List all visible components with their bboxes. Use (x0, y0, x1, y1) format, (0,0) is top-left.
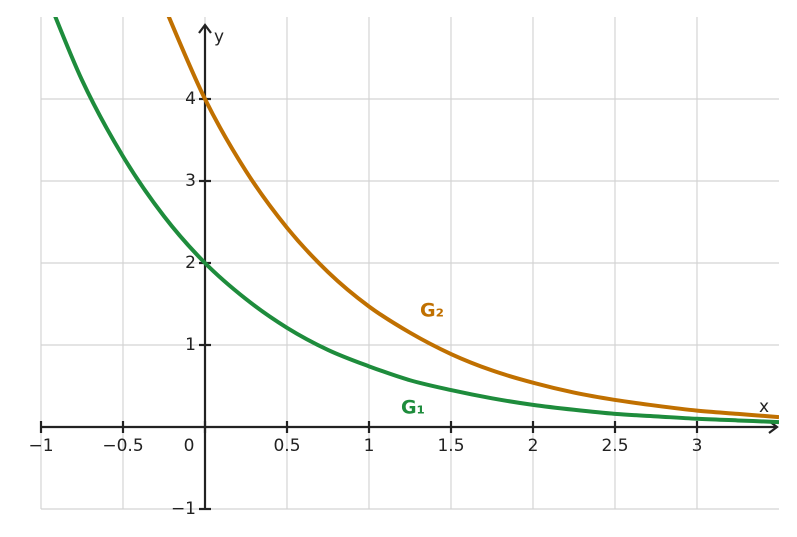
y-tick-label: 1 (185, 335, 196, 355)
x-tick-label: 1 (364, 436, 375, 456)
curve (166, 17, 779, 420)
curve (53, 17, 779, 425)
x-tick-label: 3 (692, 436, 703, 456)
plot-area (53, 17, 779, 425)
curve-label: G₂ (420, 300, 444, 322)
x-axis-label: x (759, 397, 769, 417)
x-tick-label: 2 (528, 436, 539, 456)
x-tick-label: 0 (184, 436, 195, 456)
y-tick-label: −1 (171, 499, 196, 519)
x-tick-label: 0.5 (273, 436, 300, 456)
y-axis-label: y (214, 27, 224, 47)
curve-label: G₁ (401, 397, 425, 419)
x-tick-label: −1 (28, 436, 53, 456)
x-tick-label: 1.5 (437, 436, 464, 456)
y-tick-label: 4 (185, 89, 196, 109)
x-tick-label: −0.5 (102, 436, 143, 456)
y-axis-arrow (198, 23, 212, 34)
y-tick-label: 3 (185, 171, 196, 191)
y-tick-label: 2 (185, 253, 196, 273)
x-tick-label: 2.5 (601, 436, 628, 456)
